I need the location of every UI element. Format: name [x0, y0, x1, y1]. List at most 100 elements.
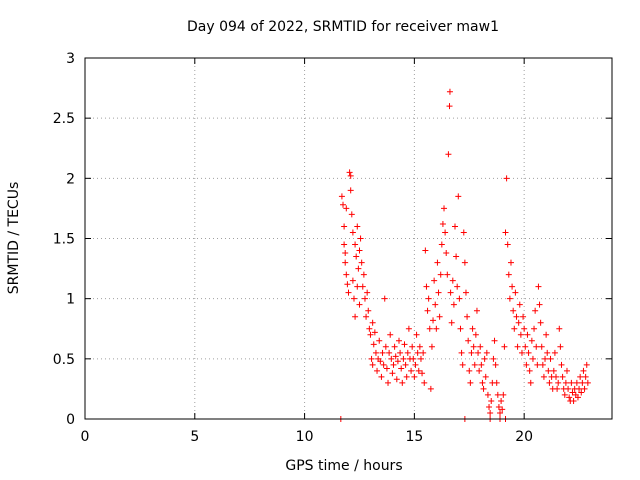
data-point [528, 337, 535, 344]
data-point [450, 301, 457, 308]
data-point [400, 355, 407, 362]
data-point [523, 361, 530, 368]
data-point [583, 361, 590, 368]
data-point [425, 295, 432, 302]
data-point [527, 379, 534, 386]
data-point [355, 265, 362, 272]
data-point [487, 409, 494, 416]
data-point [345, 289, 352, 296]
data-point [350, 295, 357, 302]
data-point [344, 281, 351, 288]
data-point [361, 295, 368, 302]
data-point [347, 187, 354, 194]
data-point [385, 379, 392, 386]
data-point [447, 289, 454, 296]
data-point [557, 343, 564, 350]
data-point [401, 341, 408, 348]
chart-title: Day 094 of 2022, SRMTID for receiver maw… [187, 19, 499, 35]
data-point [392, 353, 399, 360]
data-point [551, 349, 558, 356]
data-point [479, 379, 486, 386]
data-point [343, 271, 350, 278]
data-point [510, 307, 517, 314]
data-point [466, 367, 473, 374]
data-point [449, 277, 456, 284]
data-point [363, 313, 370, 320]
data-point [503, 175, 510, 182]
data-point [484, 391, 491, 398]
data-point [372, 349, 379, 356]
data-point [478, 361, 485, 368]
data-point [556, 325, 563, 332]
data-point [341, 241, 348, 248]
data-point [439, 221, 446, 228]
data-point [338, 193, 345, 200]
data-point [522, 343, 529, 350]
data-point [340, 201, 347, 208]
data-point [476, 367, 483, 374]
data-point [438, 241, 445, 248]
data-point [546, 379, 553, 386]
data-point [427, 385, 434, 392]
data-point [453, 253, 460, 260]
data-point [483, 349, 490, 356]
data-point [526, 367, 533, 374]
data-point [388, 355, 395, 362]
data-point [454, 283, 461, 290]
data-point [352, 241, 359, 248]
data-point [419, 370, 426, 377]
data-point [534, 361, 541, 368]
data-point [559, 373, 566, 380]
data-point [566, 394, 573, 401]
x-tick-label: 20 [515, 429, 533, 445]
data-point [464, 313, 471, 320]
data-point [444, 271, 451, 278]
data-point [493, 379, 500, 386]
data-point [422, 247, 429, 254]
data-point [521, 325, 528, 332]
data-point [471, 361, 478, 368]
data-point [356, 301, 363, 308]
data-point [500, 391, 507, 398]
grid-lines [85, 58, 612, 419]
data-point [497, 409, 504, 416]
data-point [578, 389, 585, 396]
data-point [370, 341, 377, 348]
data-point [490, 355, 497, 362]
data-point [468, 349, 475, 356]
data-point [393, 376, 400, 383]
data-point [477, 343, 484, 350]
data-point [367, 331, 374, 338]
data-point [377, 358, 384, 365]
data-point [386, 349, 393, 356]
data-point [451, 223, 458, 230]
data-point [397, 349, 404, 356]
data-points [337, 88, 591, 422]
x-tick-label: 15 [405, 429, 423, 445]
data-point [391, 343, 398, 350]
data-point [494, 391, 501, 398]
data-point [538, 343, 545, 350]
data-point [374, 367, 381, 374]
data-point [520, 313, 527, 320]
data-point [507, 259, 514, 266]
data-point [448, 319, 455, 326]
data-point [542, 355, 549, 362]
data-point [437, 271, 444, 278]
data-point [402, 361, 409, 368]
data-point [472, 331, 479, 338]
data-point [352, 313, 359, 320]
data-point [495, 403, 502, 410]
data-point [389, 370, 396, 377]
data-point [565, 385, 572, 392]
data-point [412, 361, 419, 368]
data-point [465, 337, 472, 344]
data-point [387, 331, 394, 338]
data-point [481, 355, 488, 362]
data-point [341, 223, 348, 230]
axis-ticks: 0 5 10 15 20 0 0.5 1 1.5 2 2.5 3 [53, 51, 612, 445]
y-tick-label: 0.5 [53, 352, 75, 368]
data-point [441, 205, 448, 212]
data-point [455, 193, 462, 200]
